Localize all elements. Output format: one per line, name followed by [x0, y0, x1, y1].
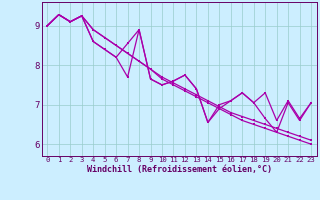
X-axis label: Windchill (Refroidissement éolien,°C): Windchill (Refroidissement éolien,°C) [87, 165, 272, 174]
